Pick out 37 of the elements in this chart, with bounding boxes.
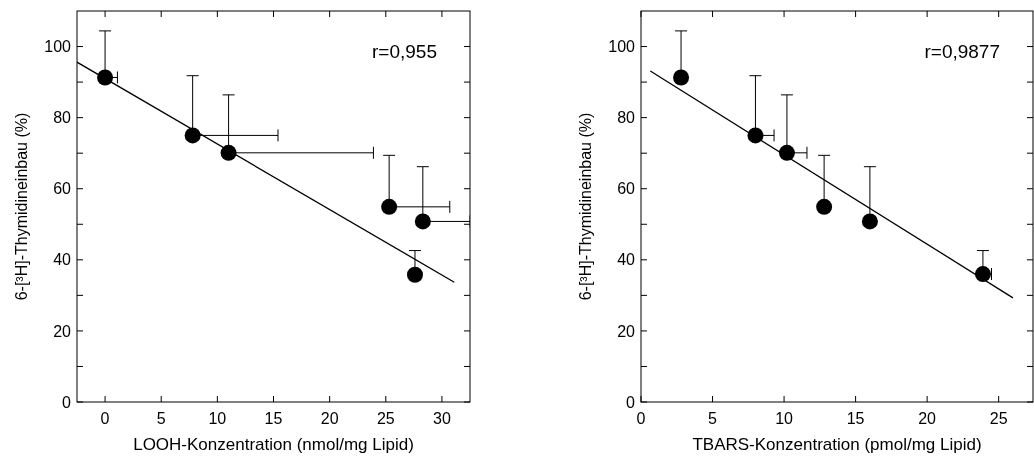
x-tick-label: 5 bbox=[708, 410, 718, 427]
y-tick-label: 40 bbox=[617, 251, 636, 269]
point bbox=[778, 144, 795, 161]
point bbox=[406, 266, 423, 283]
x-tick-label: 10 bbox=[208, 410, 227, 427]
y-tick-label: 80 bbox=[617, 109, 636, 127]
annotation: r=0,955 bbox=[372, 41, 437, 62]
y-tick-label: 100 bbox=[44, 38, 72, 56]
x-tick-label: 15 bbox=[846, 410, 865, 427]
y-tick-label: 20 bbox=[617, 322, 636, 340]
point bbox=[816, 198, 833, 215]
x-tick-label: 25 bbox=[989, 410, 1008, 427]
y-axis-title: 6-[³H]-Thymidineinbau (%) bbox=[577, 112, 594, 301]
x-tick-label: 0 bbox=[100, 410, 110, 427]
annotation: r=0,9877 bbox=[924, 41, 1000, 62]
x-tick-label: 5 bbox=[156, 410, 166, 427]
y-tick-label: 40 bbox=[53, 251, 72, 269]
x-axis-title: TBARS-Konzentration (pmol/mg Lipid) bbox=[692, 435, 982, 454]
y-tick-label: 100 bbox=[608, 38, 636, 56]
x-tick-label: 10 bbox=[775, 410, 794, 427]
y-axis-title: 6-[³H]-Thymidineinbau (%) bbox=[13, 112, 30, 301]
point bbox=[861, 213, 878, 230]
point bbox=[381, 198, 398, 215]
x-axis-title: LOOH-Konzentration (nmol/mg Lipid) bbox=[133, 435, 414, 454]
point bbox=[414, 213, 431, 230]
y-tick-label: 80 bbox=[53, 109, 72, 127]
x-tick-label: 30 bbox=[433, 410, 451, 427]
y-tick-label: 20 bbox=[53, 322, 72, 340]
y-tick-label: 0 bbox=[626, 393, 636, 411]
x-tick-label: 20 bbox=[918, 410, 937, 427]
point bbox=[673, 69, 690, 86]
y-tick-label: 0 bbox=[62, 393, 72, 411]
y-tick-label: 60 bbox=[53, 180, 72, 198]
x-tick-label: 25 bbox=[376, 410, 395, 427]
x-tick-label: 20 bbox=[320, 410, 339, 427]
y-tick-label: 60 bbox=[617, 180, 636, 198]
x-tick-label: 15 bbox=[264, 410, 283, 427]
